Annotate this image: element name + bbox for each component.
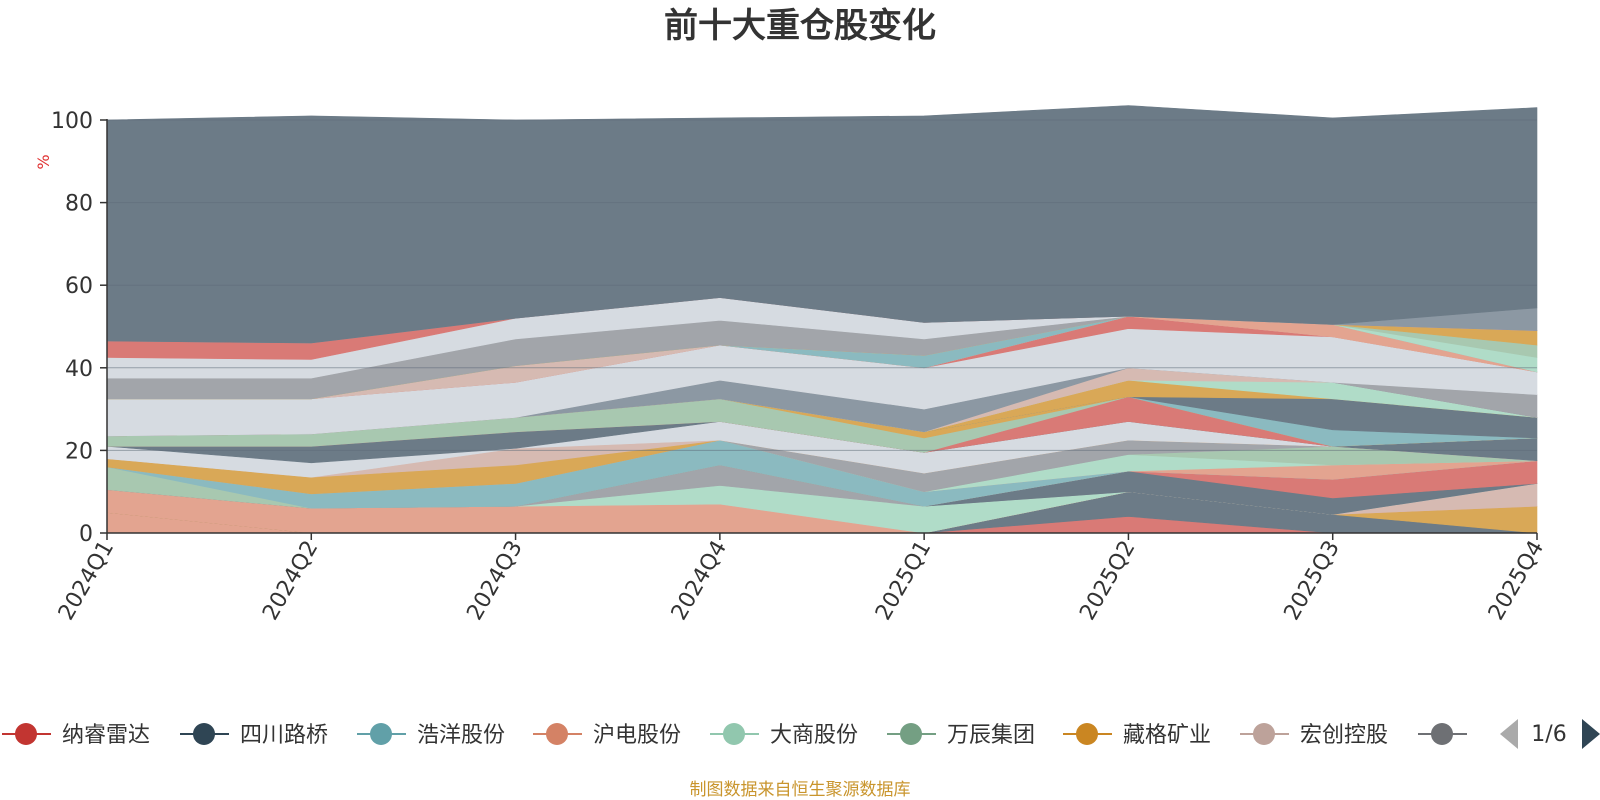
legend-pager: 1/6 bbox=[1500, 719, 1600, 749]
legend-label: 宏创控股 bbox=[1300, 723, 1388, 748]
legend-item[interactable]: 藏格矿业 bbox=[1063, 723, 1211, 748]
series-area-42 bbox=[106, 105, 1538, 344]
legend-label: 浩洋股份 bbox=[417, 723, 505, 748]
y-tick-label: 0 bbox=[79, 522, 93, 547]
legend-dot-symbol bbox=[15, 723, 37, 745]
legend-dot-symbol bbox=[900, 723, 922, 745]
legend-dot-symbol bbox=[1253, 723, 1275, 745]
legend-dot-symbol bbox=[546, 723, 568, 745]
chart-title: 前十大重仓股变化 bbox=[664, 6, 936, 46]
legend-item[interactable]: 浩洋股份 bbox=[357, 723, 505, 748]
y-tick-label: 100 bbox=[51, 109, 93, 134]
legend-item[interactable]: 万辰集团 bbox=[887, 723, 1035, 748]
legend-label: 纳睿雷达 bbox=[62, 723, 150, 748]
legend[interactable]: 纳睿雷达 四川路桥 浩洋股份 沪电股份 大商股份 万辰集团 藏格矿业 宏创控股 bbox=[2, 723, 1467, 748]
legend-prev-arrow-icon[interactable] bbox=[1500, 719, 1518, 749]
legend-next-arrow-icon[interactable] bbox=[1582, 719, 1600, 749]
x-axis: 2024Q1 2024Q2 2024Q3 2024Q4 2025Q1 2025Q2 2025… bbox=[54, 532, 1549, 625]
legend-item[interactable]: 大商股份 bbox=[710, 723, 858, 748]
legend-item[interactable]: 四川路桥 bbox=[180, 723, 328, 748]
x-tick-label: 2025Q2 bbox=[1075, 537, 1140, 625]
legend-dot-symbol bbox=[1076, 723, 1098, 745]
y-tick-label: 60 bbox=[65, 274, 93, 299]
x-tick-label: 2024Q3 bbox=[462, 537, 527, 625]
legend-dot-symbol bbox=[1431, 723, 1453, 745]
legend-dot-symbol bbox=[723, 723, 745, 745]
legend-items: 纳睿雷达 四川路桥 浩洋股份 沪电股份 大商股份 万辰集团 藏格矿业 宏创控股 bbox=[2, 723, 1467, 748]
legend-item[interactable] bbox=[1418, 723, 1467, 745]
legend-item[interactable]: 沪电股份 bbox=[533, 723, 681, 748]
legend-label: 万辰集团 bbox=[947, 723, 1035, 748]
legend-label: 藏格矿业 bbox=[1123, 723, 1211, 748]
y-axis: 0 20 40 60 80 100 bbox=[51, 109, 108, 547]
grid-lines bbox=[107, 119, 1537, 451]
plot-areas bbox=[106, 105, 1538, 534]
x-tick-label: 2024Q4 bbox=[667, 537, 732, 625]
x-tick-label: 2025Q4 bbox=[1484, 537, 1549, 625]
y-tick-label: 40 bbox=[65, 357, 93, 382]
data-source-note: 制图数据来自恒生聚源数据库 bbox=[690, 780, 911, 800]
legend-page-indicator: 1/6 bbox=[1531, 722, 1566, 747]
legend-item[interactable]: 宏创控股 bbox=[1240, 723, 1388, 748]
legend-label: 四川路桥 bbox=[240, 723, 328, 748]
y-axis-unit-label: % bbox=[34, 154, 53, 169]
y-tick-label: 20 bbox=[65, 439, 93, 464]
x-tick-label: 2025Q1 bbox=[871, 537, 936, 625]
x-tick-label: 2024Q2 bbox=[258, 537, 323, 625]
y-tick-label: 80 bbox=[65, 192, 93, 217]
legend-label: 大商股份 bbox=[770, 723, 858, 748]
x-tick-label: 2024Q1 bbox=[54, 537, 119, 625]
legend-item[interactable]: 纳睿雷达 bbox=[2, 723, 150, 748]
legend-dot-symbol bbox=[193, 723, 215, 745]
x-tick-label: 2025Q3 bbox=[1280, 537, 1345, 625]
legend-dot-symbol bbox=[370, 723, 392, 745]
legend-label: 沪电股份 bbox=[593, 723, 681, 748]
